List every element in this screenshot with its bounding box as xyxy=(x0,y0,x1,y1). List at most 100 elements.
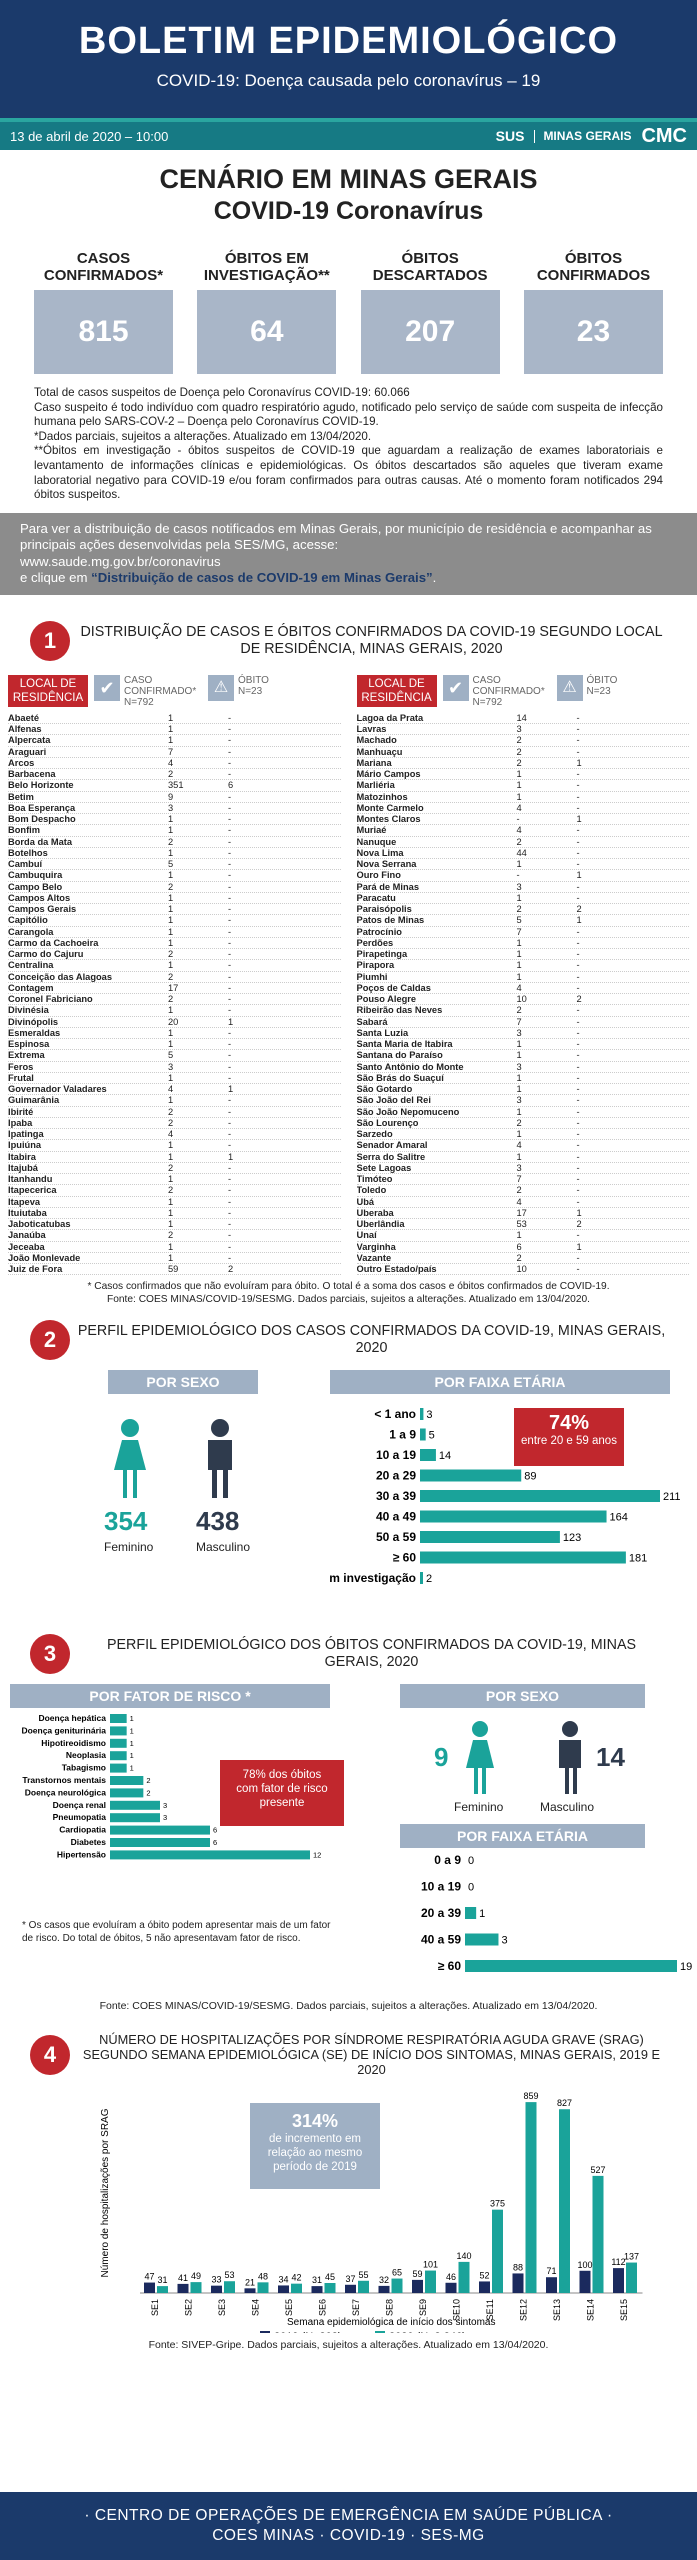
table-row: Monte Carmelo 4 - xyxy=(356,802,689,814)
table-row: Senador Amaral 4 - xyxy=(356,1140,689,1152)
bar xyxy=(412,2280,423,2294)
bar xyxy=(512,2273,524,2294)
death-count: - xyxy=(228,1117,232,1128)
municipality-name: Alpercata xyxy=(8,735,51,746)
municipality-name: Monte Carmelo xyxy=(356,802,424,813)
table-row: Perdões 1 - xyxy=(356,937,689,949)
card-value: 207 xyxy=(360,290,500,374)
table-row: São Brás do Suaçuí 1 - xyxy=(356,1073,689,1084)
note-total-suspects: Total de casos suspeitos de Doença pelo … xyxy=(34,386,410,399)
death-count: - xyxy=(576,802,580,813)
confirmed-count: 2 xyxy=(168,1230,174,1241)
death-count: - xyxy=(228,859,232,869)
municipality-name: Carmo da Cachoeira xyxy=(8,937,99,948)
table-row: Contagem 17 - xyxy=(8,983,341,994)
bar xyxy=(559,2109,570,2294)
municipality-name: Itabira xyxy=(8,1151,36,1162)
table-row: Itabira 1 1 xyxy=(8,1152,341,1163)
card-label: ÓBITOS CONFIRMADOS xyxy=(536,250,651,284)
confirmed-count: 3 xyxy=(516,1061,522,1072)
section-title: PERFIL EPIDEMIOLÓGICO DOS CASOS CONFIRMA… xyxy=(77,1323,666,1357)
category-label: Em investigação xyxy=(330,1571,416,1585)
bar xyxy=(110,1776,144,1786)
bar xyxy=(110,1838,210,1848)
pct-value: 74% xyxy=(548,1412,590,1435)
death-count: - xyxy=(228,1005,232,1016)
municipality-name: Nova Lima xyxy=(356,847,404,858)
death-sex-header: POR SEXO xyxy=(400,1684,645,1709)
data-label: 137 xyxy=(624,2252,639,2262)
death-count: - xyxy=(228,892,232,903)
table-row: Feros 3 - xyxy=(8,1062,341,1073)
bar xyxy=(420,1469,522,1482)
confirmed-count: 1 xyxy=(168,1027,174,1038)
confirmed-count: 1 xyxy=(516,769,522,779)
municipality-name: Extrema xyxy=(8,1050,45,1061)
bar xyxy=(211,2285,222,2294)
death-count: - xyxy=(576,971,580,982)
tick-label: SE14 xyxy=(586,2299,596,2321)
legend-label: 2020 (N=3.346) xyxy=(389,2331,466,2333)
bar xyxy=(458,2262,470,2294)
info-link[interactable]: “Distribuição de casos de COVID-19 em Mi… xyxy=(91,570,433,586)
table-row: Sete Lagoas 3 - xyxy=(356,1163,689,1174)
death-count: - xyxy=(228,1185,232,1196)
confirmed-count: 5 xyxy=(168,1050,174,1061)
bar xyxy=(420,1551,626,1564)
tick-label: SE1 xyxy=(150,2299,160,2316)
municipality-name: Perdões xyxy=(356,937,394,948)
col-confirmed-n: N=792 xyxy=(472,696,503,708)
death-age-header: POR FAIXA ETÁRIA xyxy=(400,1824,645,1849)
confirmed-count: 1 xyxy=(516,1084,522,1094)
confirmed-count: 1 xyxy=(168,1174,174,1184)
confirmed-count: 1 xyxy=(168,1219,174,1229)
category-label: Doença neurológica xyxy=(25,1788,107,1798)
confirmed-count: 2 xyxy=(516,1252,522,1263)
card-deaths-investigation: ÓBITOS EM INVESTIGAÇÃO** 64 xyxy=(197,240,337,374)
municipality-name: Lagoa da Prata xyxy=(356,712,424,723)
table-row: Muriaé 4 - xyxy=(356,825,689,837)
data-label: 59 xyxy=(412,2269,422,2279)
scenario-heading: CENÁRIO EM MINAS GERAIS COVID-19 Coronav… xyxy=(0,150,697,226)
municipality-name: Matozinhos xyxy=(356,791,408,802)
municipality-name: Patrocínio xyxy=(356,926,402,937)
table-row: Machado 2 - xyxy=(356,735,689,747)
male-deaths: 14 xyxy=(596,1742,625,1773)
municipality-name: Botelhos xyxy=(8,847,48,858)
info-url[interactable]: www.saude.mg.gov.br/coronavirus xyxy=(20,553,221,569)
table-row: Sabará 7 - xyxy=(356,1017,689,1028)
municipality-name: Espinosa xyxy=(8,1039,50,1049)
note-deaths-investigation: **Óbitos em investigação - óbitos suspei… xyxy=(34,444,663,502)
table-row: Santo Antônio do Monte 3 - xyxy=(356,1061,689,1073)
bar xyxy=(157,2286,168,2294)
death-count: - xyxy=(576,1027,580,1038)
death-count: - xyxy=(228,915,232,926)
bar xyxy=(110,1825,210,1835)
data-label: 37 xyxy=(345,2274,355,2284)
data-label: 123 xyxy=(563,1532,581,1544)
by-sex-header: POR SEXO xyxy=(108,1370,258,1395)
bar xyxy=(420,1510,607,1523)
municipality-name: Esmeraldas xyxy=(8,1027,61,1038)
table-row: São Gotardo 1 - xyxy=(356,1084,689,1096)
death-count: - xyxy=(576,735,580,746)
confirmed-count: 1 xyxy=(516,949,522,959)
table-row: Jeceaba 1 - xyxy=(8,1242,341,1253)
death-count: - xyxy=(576,1005,580,1016)
category-label: 40 a 59 xyxy=(421,1933,461,1947)
category-label: 10 a 19 xyxy=(421,1880,461,1894)
table-row: Botelhos 1 - xyxy=(8,848,341,859)
table-row: Serra do Salitre 1 - xyxy=(356,1152,689,1163)
increase-callout: 314% de incremento em relação ao mesmo p… xyxy=(250,2103,380,2190)
confirmed-count: 1 xyxy=(168,892,174,903)
data-label: 46 xyxy=(446,2272,456,2282)
col-local: LOCAL DE RESIDÊNCIA xyxy=(8,674,88,707)
death-count: - xyxy=(576,1117,580,1128)
death-count: 2 xyxy=(228,1264,234,1274)
municipality-table-right: LOCAL DE RESIDÊNCIA ✔ CASO CONFIRMADO* N=… xyxy=(356,674,690,1276)
male-count: 438 xyxy=(196,1506,240,1537)
col-death: ÓBITO xyxy=(586,674,618,686)
death-count: - xyxy=(576,926,580,937)
bar xyxy=(278,2285,289,2294)
table-header: LOCAL DE RESIDÊNCIA ✔ CASO CONFIRMADO* N=… xyxy=(356,674,690,713)
